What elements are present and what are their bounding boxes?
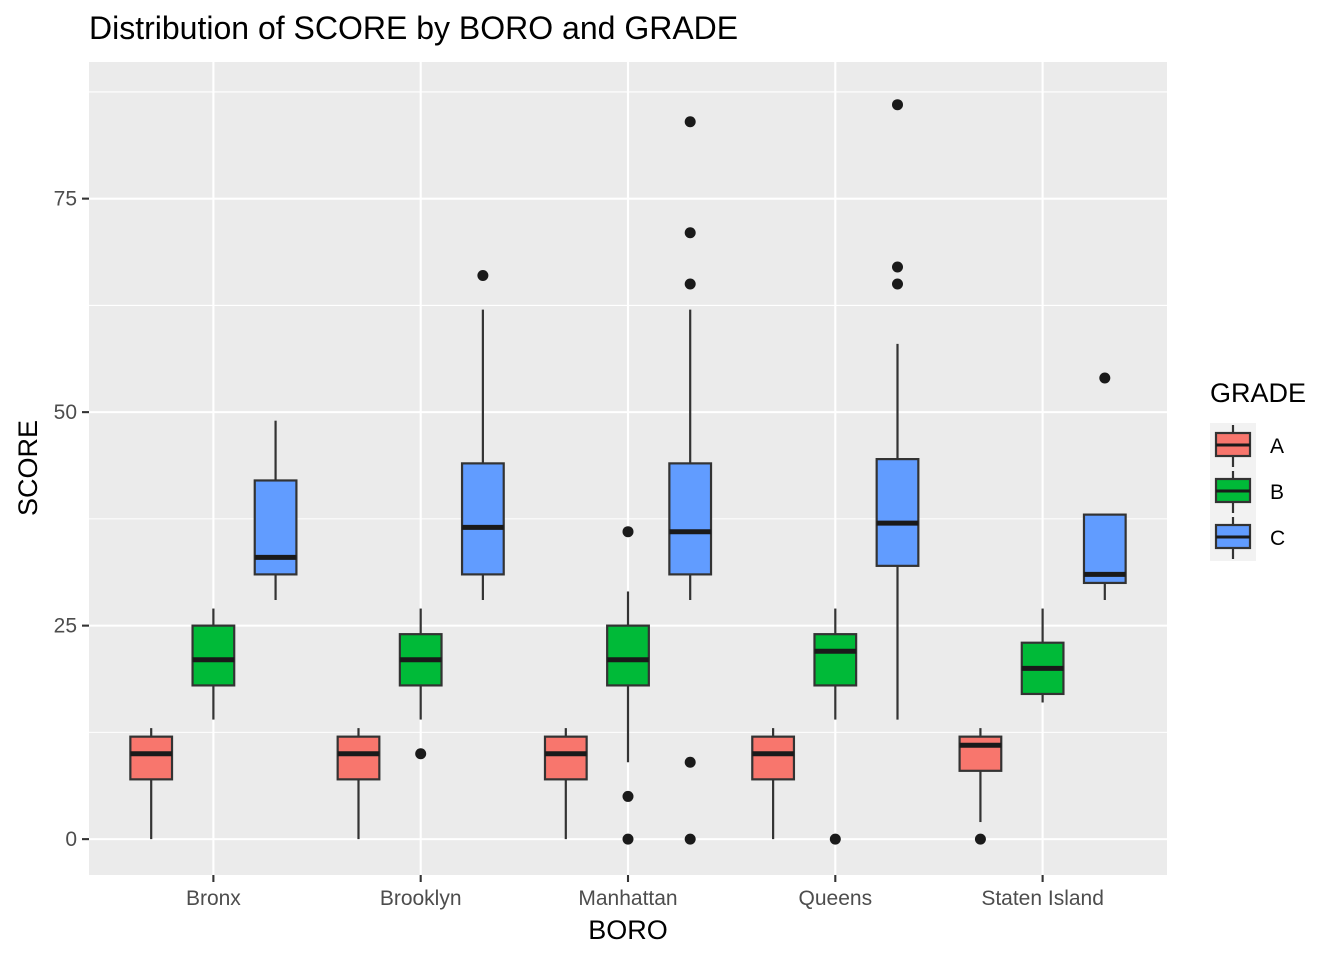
box-layer <box>129 99 1127 845</box>
box-queens-c <box>875 99 920 720</box>
iqr-box <box>813 633 858 687</box>
legend-label-b: B <box>1270 481 1284 504</box>
outlier-point <box>684 833 696 845</box>
box-brooklyn-a <box>336 728 381 840</box>
legend-item-a: A <box>1210 423 1284 469</box>
outlier-point <box>892 278 903 290</box>
y-axis: 0 25 50 75 <box>54 188 89 851</box>
iqr-box <box>191 624 236 687</box>
outlier-point <box>684 756 696 768</box>
box-bronx-b <box>191 608 236 720</box>
box-manhattan-a <box>543 728 588 840</box>
box-brooklyn-b <box>398 608 443 760</box>
iqr-box <box>336 735 381 781</box>
box-staten-island-a <box>958 728 1003 845</box>
box-manhattan-b <box>606 526 650 845</box>
y-tick-label: 0 <box>65 828 77 851</box>
outlier-point <box>684 227 696 239</box>
legend-item-c: C <box>1210 515 1285 561</box>
iqr-box <box>606 624 650 687</box>
x-tick-label-manhattan: Manhattan <box>578 887 677 910</box>
x-tick-label-brooklyn: Brooklyn <box>380 887 462 910</box>
outlier-point <box>829 833 841 845</box>
outlier-point <box>892 261 903 273</box>
legend-item-b: B <box>1210 469 1284 515</box>
outlier-point <box>622 790 634 802</box>
iqr-box <box>958 735 1003 772</box>
y-tick-label: 50 <box>54 401 77 424</box>
outlier-point <box>477 269 489 281</box>
iqr-box <box>751 735 796 781</box>
legend-title: GRADE <box>1210 378 1306 408</box>
chart-title: Distribution of SCORE by BORO and GRADE <box>89 10 738 46</box>
x-tick-label-staten-island: Staten Island <box>981 887 1104 910</box>
iqr-box <box>543 735 588 781</box>
x-tick-label-queens: Queens <box>799 887 873 910</box>
box-bronx-c <box>253 420 298 601</box>
legend: GRADE ABC <box>1210 378 1306 561</box>
outlier-point <box>684 116 696 128</box>
iqr-box <box>460 462 505 576</box>
box-bronx-a <box>129 728 174 840</box>
iqr-box <box>129 735 174 781</box>
box-brooklyn-c <box>460 269 505 601</box>
legend-label-a: A <box>1270 435 1284 458</box>
outlier-point <box>684 278 696 290</box>
outlier-point <box>892 99 903 111</box>
box-staten-island-c <box>1082 372 1127 601</box>
y-axis-title: SCORE <box>13 420 43 516</box>
iqr-box <box>1082 513 1127 585</box>
outlier-point <box>974 833 986 845</box>
outlier-point <box>622 526 634 538</box>
x-axis: Bronx Brooklyn Manhattan Queens Staten Islan… <box>186 875 1104 910</box>
box-staten-island-b <box>1020 608 1065 703</box>
outlier-point <box>622 833 634 845</box>
legend-label-c: C <box>1270 527 1285 550</box>
box-manhattan-c <box>668 116 713 845</box>
box-queens-b <box>813 608 858 845</box>
x-tick-label-bronx: Bronx <box>186 887 241 910</box>
y-tick-label: 75 <box>54 188 77 211</box>
outlier-point <box>1099 372 1111 384</box>
outlier-point <box>415 748 427 760</box>
x-axis-title: BORO <box>588 915 668 945</box>
iqr-box <box>668 462 713 576</box>
iqr-box <box>875 458 920 567</box>
iqr-box <box>253 479 298 576</box>
y-tick-label: 25 <box>54 615 77 638</box>
box-queens-a <box>751 728 796 840</box>
